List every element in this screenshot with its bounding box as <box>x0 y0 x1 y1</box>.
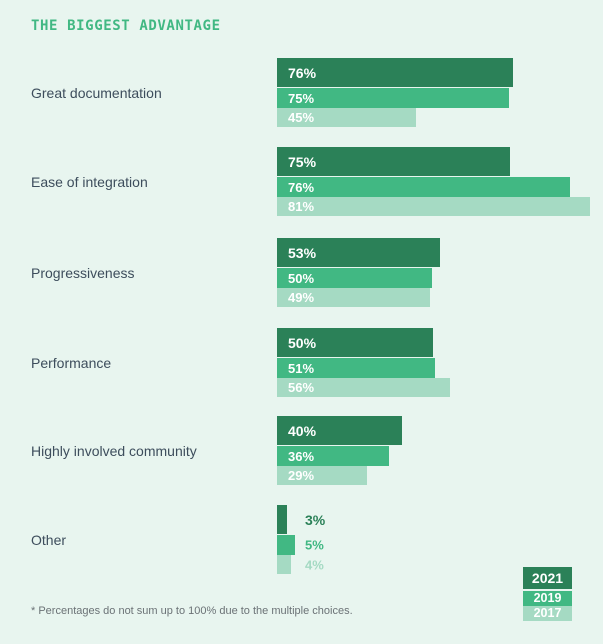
category-label: Progressiveness <box>31 264 135 281</box>
chart-title: THE BIGGEST ADVANTAGE <box>31 18 221 34</box>
bar-value-label: 40% <box>288 422 317 439</box>
category-label: Great documentation <box>31 84 162 101</box>
bar-2017: 4% <box>277 555 324 574</box>
legend-item-2017: 2017 <box>523 606 572 621</box>
bar-value-label: 4% <box>305 557 324 572</box>
bar-2021: 3% <box>277 505 325 534</box>
bar-value-label: 45% <box>288 110 315 125</box>
bar-value-label: 5% <box>305 537 324 553</box>
bar-value-label: 3% <box>305 511 326 528</box>
bar-2021: 76% <box>277 58 513 87</box>
legend-item-2019: 2019 <box>523 591 572 606</box>
bar-2021: 50% <box>277 328 433 357</box>
legend-item-2021: 2021 <box>523 567 572 589</box>
bar-value-label: 51% <box>288 360 315 376</box>
bar-value-label: 56% <box>288 380 315 395</box>
bar-value-label: 75% <box>288 90 315 106</box>
bar-value-label: 76% <box>288 179 315 195</box>
bar-value-label: 53% <box>288 244 317 261</box>
category-group: Highly involved community 40% 36% 29% <box>31 416 402 485</box>
category-group: Great documentation 76% 75% 45% <box>31 58 513 127</box>
bar-value-label: 49% <box>288 290 315 305</box>
category-group: Progressiveness 53% 50% 49% <box>31 238 440 307</box>
bar-value-label: 76% <box>288 64 317 81</box>
bar-value-label: 50% <box>288 270 315 286</box>
bar-2017: 56% <box>277 378 450 397</box>
bar-2017: 29% <box>277 466 367 485</box>
category-label: Performance <box>31 354 112 371</box>
category-group: Performance 50% 51% 56% <box>31 328 450 397</box>
bar-group: 3% 5% 4% <box>277 505 325 574</box>
category-label: Ease of integration <box>31 173 148 190</box>
bar-2017: 45% <box>277 108 416 127</box>
bar-2021: 53% <box>277 238 440 267</box>
bar-2021: 40% <box>277 416 402 445</box>
bar-group: 76% 75% 45% <box>277 58 513 127</box>
category-group: Ease of integration 75% 76% 81% <box>31 147 590 216</box>
category-group: Other 3% 5% 4% <box>31 505 325 574</box>
bar-2019: 5% <box>277 535 324 555</box>
bar-group: 75% 76% 81% <box>277 147 590 216</box>
bar-group: 53% 50% 49% <box>277 238 440 307</box>
bar-2019: 50% <box>277 268 432 288</box>
footnote: * Percentages do not sum up to 100% due … <box>31 605 353 617</box>
bar-value-label: 36% <box>288 448 315 464</box>
category-label: Highly involved community <box>31 442 197 459</box>
bar-2017: 49% <box>277 288 430 307</box>
bar-2017: 81% <box>277 197 590 216</box>
bar-2019: 36% <box>277 446 389 466</box>
bar-group: 50% 51% 56% <box>277 328 450 397</box>
bar-value-label: 29% <box>288 468 315 483</box>
bar-2019: 75% <box>277 88 509 108</box>
bar-value-label: 75% <box>288 153 317 170</box>
bar-2021: 75% <box>277 147 510 176</box>
category-label: Other <box>31 531 67 548</box>
bar-group: 40% 36% 29% <box>277 416 402 485</box>
legend: 2021 2019 2017 <box>523 567 572 621</box>
bar-2019: 51% <box>277 358 435 378</box>
bar-value-label: 81% <box>288 199 315 214</box>
bar-value-label: 50% <box>288 334 317 351</box>
bar-2019: 76% <box>277 177 570 197</box>
